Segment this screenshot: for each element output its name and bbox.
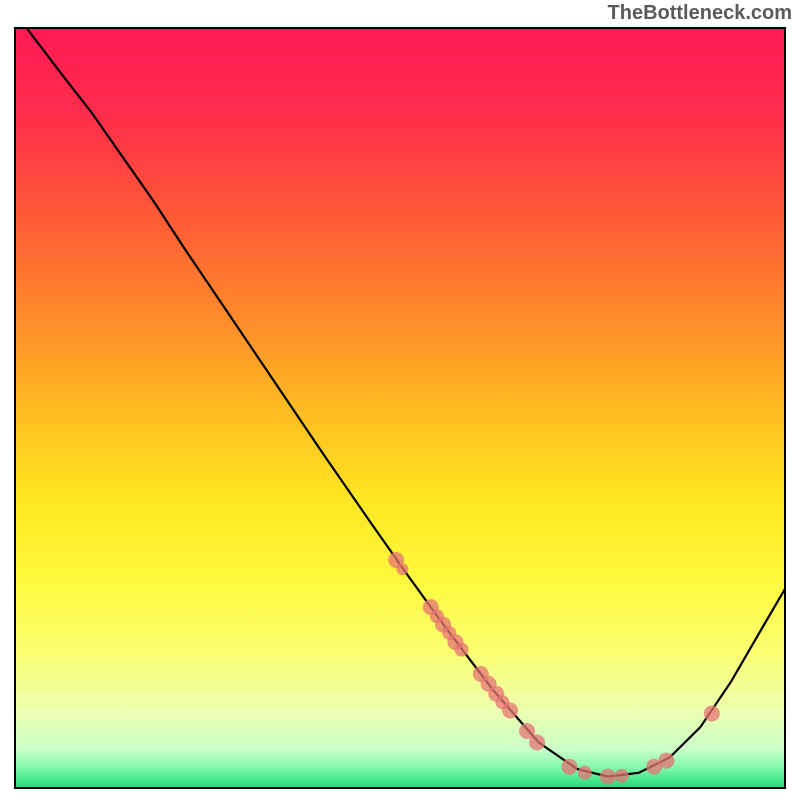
data-marker <box>396 563 408 575</box>
data-marker <box>615 769 629 783</box>
data-marker <box>455 643 469 657</box>
chart-container: TheBottleneck.com <box>0 0 800 800</box>
data-marker <box>561 759 577 775</box>
data-marker <box>658 753 674 769</box>
plot-area <box>15 28 785 788</box>
data-marker <box>529 734 545 750</box>
bottleneck-chart <box>0 0 800 800</box>
data-marker <box>600 769 616 785</box>
data-marker <box>704 706 720 722</box>
data-marker <box>502 702 518 718</box>
data-marker <box>578 766 592 780</box>
